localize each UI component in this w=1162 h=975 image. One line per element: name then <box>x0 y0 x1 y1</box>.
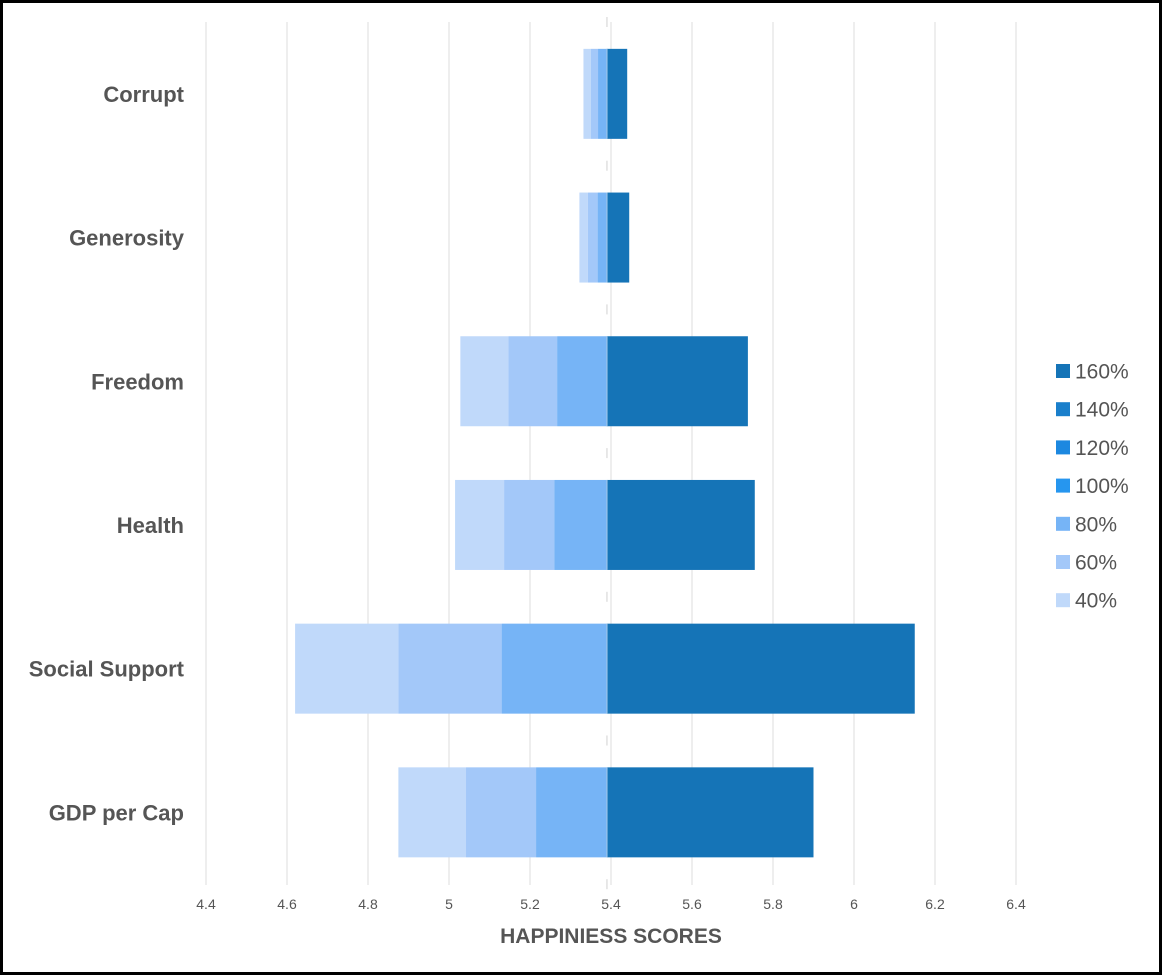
bar-corrupt-80pct <box>598 48 607 139</box>
x-tick-label: 5.6 <box>682 896 702 912</box>
bars <box>295 48 915 858</box>
bar-freedom-160pct <box>606 336 748 427</box>
legend-swatch <box>1056 516 1070 531</box>
bar-health-80pct <box>554 479 607 570</box>
bar-social-support-80pct <box>501 623 607 714</box>
bar-gdp-per-cap-60pct <box>466 767 537 858</box>
x-tick-label: 4.4 <box>196 896 216 912</box>
bar-gdp-per-cap-80pct <box>536 767 607 858</box>
legend-swatch <box>1056 555 1070 569</box>
x-tick-label: 4.8 <box>358 896 378 912</box>
bar-freedom-60pct <box>508 336 558 427</box>
x-tick-label: 5.4 <box>601 896 621 912</box>
x-tick-label: 5.8 <box>763 896 783 912</box>
legend: 160% 140% 120% 100% 80% 60% 40% <box>1056 361 1129 613</box>
legend-swatch <box>1056 478 1070 493</box>
bar-generosity-60pct <box>587 192 598 283</box>
category-labels: GDP per Cap Social Support Health Freedom Ge… <box>29 82 185 825</box>
bar-corrupt-40pct <box>583 48 591 139</box>
category-label: Health <box>117 513 184 538</box>
legend-swatch <box>1056 440 1070 455</box>
bar-gdp-per-cap-40pct <box>398 767 467 858</box>
bar-health-60pct <box>504 479 555 570</box>
legend-swatch <box>1056 593 1070 608</box>
bar-generosity-160pct <box>606 192 630 283</box>
legend-label: 100% <box>1075 475 1129 498</box>
bar-health-160pct <box>606 479 755 570</box>
bar-health-40pct <box>455 479 505 570</box>
category-label: GDP per Cap <box>49 800 184 825</box>
category-label: Generosity <box>69 226 185 251</box>
legend-label: 80% <box>1075 513 1117 536</box>
bar-gdp-per-cap-160pct <box>606 767 814 858</box>
x-tick-label: 6 <box>850 896 858 912</box>
bar-freedom-80pct <box>557 336 607 427</box>
x-tick-label: 6.4 <box>1006 896 1026 912</box>
legend-label: 60% <box>1075 552 1117 575</box>
legend-label: 160% <box>1075 361 1129 384</box>
bar-corrupt-160pct <box>606 48 628 139</box>
legend-swatch <box>1056 402 1070 417</box>
x-tick-labels: 4.4 4.6 4.8 5 5.2 5.4 5.6 5.8 6 6.2 6.4 <box>196 896 1026 912</box>
legend-label: 120% <box>1075 437 1129 460</box>
bar-generosity-80pct <box>597 192 607 283</box>
x-tick-label: 5.2 <box>520 896 540 912</box>
gridlines <box>205 22 1017 885</box>
bar-corrupt-60pct <box>590 48 599 139</box>
category-label: Social Support <box>29 657 185 682</box>
category-label: Freedom <box>91 369 184 394</box>
bar-social-support-40pct <box>295 623 399 714</box>
bar-social-support-60pct <box>398 623 502 714</box>
legend-label: 40% <box>1075 590 1117 613</box>
legend-label: 140% <box>1075 399 1129 422</box>
bar-generosity-40pct <box>579 192 588 283</box>
x-tick-label: 5 <box>445 896 453 912</box>
category-label: Corrupt <box>103 82 184 107</box>
x-tick-label: 6.2 <box>925 896 945 912</box>
x-axis-title: HAPPINIESS SCORES <box>500 925 722 948</box>
x-tick-label: 4.6 <box>277 896 297 912</box>
bar-freedom-40pct <box>460 336 509 427</box>
bar-social-support-160pct <box>606 623 915 714</box>
legend-swatch <box>1056 364 1070 378</box>
